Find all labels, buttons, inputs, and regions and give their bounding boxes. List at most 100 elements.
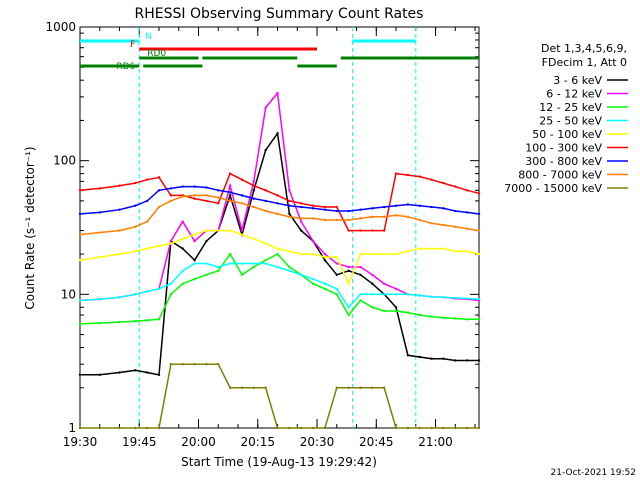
y-tick-label: 1 (68, 421, 76, 435)
data-point (300, 217, 303, 220)
data-point (264, 242, 267, 245)
data-point (359, 252, 362, 256)
data-point (181, 185, 184, 188)
data-point (442, 207, 445, 210)
data-point (252, 180, 256, 183)
data-point (406, 215, 410, 219)
data-point (169, 239, 173, 243)
data-point (134, 426, 137, 430)
data-point (442, 316, 445, 319)
data-point (418, 218, 421, 222)
data-point (217, 189, 220, 192)
data-point (240, 229, 244, 232)
data-point (118, 252, 121, 256)
data-point (134, 181, 137, 185)
data-point (193, 197, 196, 200)
data-point (205, 229, 208, 232)
data-point (288, 265, 291, 269)
data-point (169, 363, 173, 366)
data-point (371, 293, 374, 296)
data-point (477, 252, 481, 256)
data-point (157, 426, 161, 430)
data-point (240, 202, 244, 205)
data-point (193, 194, 196, 197)
data-point (394, 309, 398, 313)
data-point (118, 296, 121, 299)
data-point (418, 313, 421, 317)
data-point (157, 244, 161, 248)
data-point (252, 197, 256, 200)
data-point (181, 237, 184, 241)
data-point (371, 282, 374, 285)
data-point (382, 386, 386, 389)
data-point (252, 205, 256, 209)
data-point (98, 321, 101, 325)
data-point (228, 386, 232, 389)
chart-title: RHESSI Observing Summary Count Rates (135, 6, 424, 22)
data-point (430, 315, 433, 318)
data-point (205, 239, 208, 243)
data-point (118, 426, 121, 430)
data-point (193, 233, 196, 236)
data-point (477, 359, 481, 362)
data-point (252, 189, 256, 192)
data-point (134, 204, 137, 207)
data-point (371, 273, 374, 277)
data-point (252, 184, 256, 187)
data-point (118, 371, 121, 374)
x-tick-label: 20:00 (181, 435, 216, 449)
data-point (169, 282, 173, 285)
data-point (78, 259, 82, 262)
data-point (252, 386, 256, 389)
data-point (276, 194, 279, 197)
data-point (276, 247, 279, 250)
data-point (430, 178, 433, 181)
data-point (145, 178, 149, 181)
data-point (78, 426, 82, 430)
data-point (335, 205, 338, 209)
data-point (406, 250, 410, 253)
data-point (382, 252, 386, 256)
data-point (335, 218, 338, 222)
data-point (311, 207, 315, 210)
data-point (217, 269, 220, 272)
data-point (477, 318, 481, 321)
data-point (406, 311, 410, 314)
legend-header: FDecim 1, Att 0 (542, 56, 627, 69)
data-point (335, 262, 338, 265)
series-line-7 (79, 194, 480, 236)
data-point (430, 247, 433, 250)
data-point (240, 178, 244, 181)
data-point (264, 189, 267, 192)
legend-header: Det 1,3,4,5,6,9, (541, 42, 627, 55)
data-point (264, 148, 267, 152)
data-point (418, 247, 421, 250)
data-point (382, 229, 386, 232)
data-point (430, 205, 433, 209)
data-point (359, 299, 362, 302)
data-point (252, 265, 256, 269)
data-point (193, 363, 196, 366)
data-point (418, 204, 421, 207)
data-point (78, 189, 82, 192)
legend-label: 6 - 12 keV (546, 88, 602, 101)
data-point (335, 273, 338, 277)
y-tick-label: 10 (61, 287, 76, 301)
data-point (78, 322, 82, 326)
data-point (205, 262, 208, 265)
data-point (98, 426, 101, 430)
data-point (276, 265, 279, 269)
data-point (228, 199, 232, 203)
plot-frame (79, 26, 480, 429)
data-point (118, 184, 121, 187)
data-point (371, 215, 374, 219)
data-point (276, 212, 279, 216)
data-point (276, 132, 279, 135)
data-point (288, 250, 291, 253)
data-point (477, 229, 481, 232)
data-point (323, 426, 327, 430)
data-point (347, 282, 350, 285)
data-point (145, 319, 149, 322)
timestamp: 21-Oct-2021 19:52 (551, 468, 636, 478)
